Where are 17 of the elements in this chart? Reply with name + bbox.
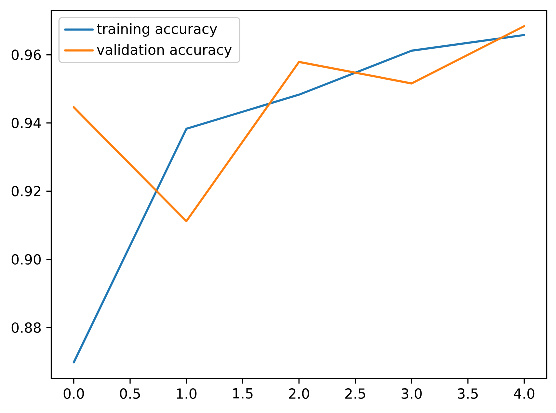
legend-label: validation accuracy [97, 44, 232, 58]
x-tick-label: 3.5 [458, 388, 478, 400]
x-tick-label: 4.0 [514, 388, 535, 400]
y-tick-label: 0.88 [12, 322, 41, 334]
y-tick-label: 0.90 [12, 254, 41, 265]
x-tick-label: 2.0 [289, 388, 310, 400]
y-tick-label: 0.96 [12, 50, 42, 60]
x-tick-label: 3.0 [402, 388, 422, 400]
legend-label: training accuracy [97, 24, 218, 37]
x-tick-label: 0.0 [64, 388, 84, 400]
x-tick-label: 0.5 [120, 388, 140, 400]
x-tick-label: 1.0 [177, 388, 197, 400]
line-series [72, 25, 526, 222]
y-tick-label: 0.92 [12, 186, 41, 197]
y-tick-label: 0.94 [12, 118, 42, 128]
x-tick-label: 2.5 [346, 388, 366, 400]
x-tick-label: 1.5 [233, 388, 253, 399]
